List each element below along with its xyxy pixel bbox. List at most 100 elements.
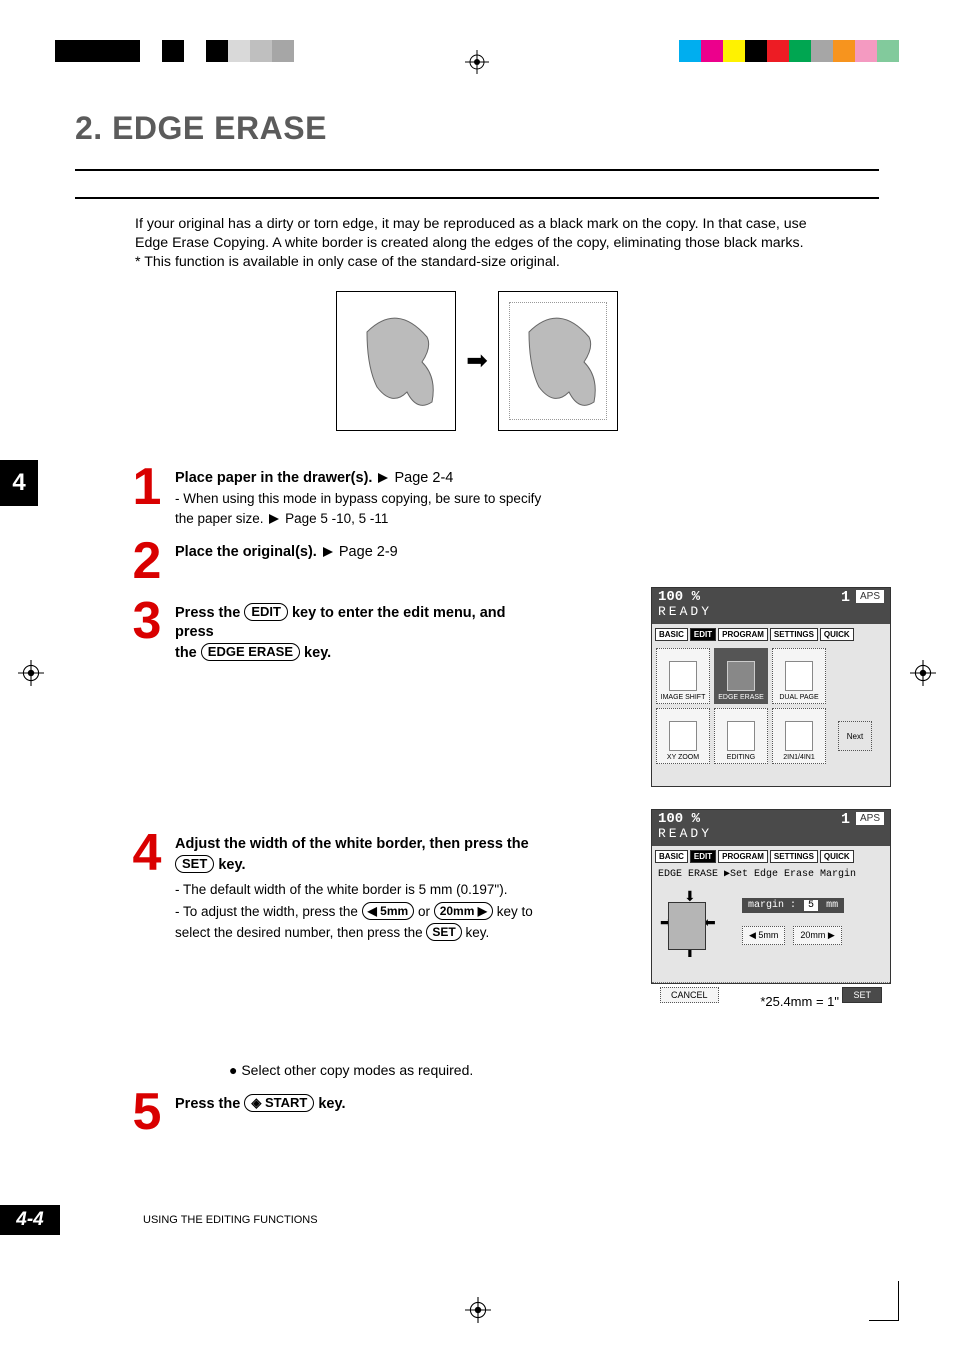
step-1: 1 Place paper in the drawer(s). Page 2-4…: [133, 469, 879, 529]
intro-line-2: Edge Erase Copying. A white border is cr…: [135, 234, 879, 253]
result-image-box: [498, 291, 618, 431]
margin-unit: mm: [826, 900, 838, 911]
color-square: [811, 40, 833, 62]
step-body: Press the EDIT key to enter the edit men…: [175, 603, 533, 664]
lcd-tab[interactable]: QUICK: [820, 850, 854, 863]
step-2: 2 Place the original(s). Page 2-9: [133, 543, 879, 585]
zoom-value: 100 %: [658, 811, 700, 827]
color-square: [855, 40, 877, 62]
lcd-tab[interactable]: EDIT: [690, 628, 716, 641]
alt-squares-left: [118, 40, 294, 62]
step-body: Press the ◈ START key.: [175, 1094, 879, 1115]
left-registration-mark: [18, 660, 44, 686]
margin-value: 5: [804, 900, 818, 911]
subtext: - To adjust the width, press the: [175, 904, 362, 919]
dec-button[interactable]: ◀ 5mm: [742, 926, 785, 945]
step-subline: - When using this mode in bypass copying…: [175, 490, 879, 508]
start-key: ◈ START: [244, 1094, 314, 1112]
lcd-function-button[interactable]: EDGE ERASE: [714, 648, 768, 704]
color-square: [679, 40, 701, 62]
step-heading: Place paper in the drawer(s).: [175, 470, 372, 486]
step-heading: Place the original(s).: [175, 544, 317, 560]
lcd-screen-2: APS 1 100 % READY BASICEDITPROGRAMSETTIN…: [651, 809, 891, 984]
color-square: [745, 40, 767, 62]
color-square: [877, 40, 899, 62]
crop-mark: [879, 1281, 899, 1321]
step-text: Press the: [175, 605, 244, 621]
step-number: 1: [125, 457, 169, 517]
edit-key: EDIT: [244, 603, 288, 621]
lcd-tab[interactable]: BASIC: [655, 628, 688, 641]
arrow-icon: ➡: [466, 345, 488, 376]
center-registration-mark: [465, 50, 489, 74]
steps-list: 1 Place paper in the drawer(s). Page 2-4…: [133, 469, 879, 1136]
page-number: 4-4: [0, 1205, 60, 1235]
button-label: EDITING: [727, 754, 755, 761]
color-square: [723, 40, 745, 62]
lcd-function-button[interactable]: XY ZOOM: [656, 708, 710, 764]
step-4: 4 Adjust the width of the white border, …: [133, 835, 533, 942]
step-number: 4: [125, 823, 169, 883]
bullet-note: ● Select other copy modes as required.: [229, 1062, 879, 1078]
registration-square: [250, 40, 272, 62]
step-3: 3 Press the EDIT key to enter the edit m…: [133, 603, 533, 664]
button-label: XY ZOOM: [667, 754, 699, 761]
lcd-function-button[interactable]: DUAL PAGE: [772, 648, 826, 704]
color-square: [833, 40, 855, 62]
zoom-value: 100 %: [658, 589, 700, 605]
step-number: 2: [125, 531, 169, 591]
edge-erase-key: EDGE ERASE: [201, 643, 300, 661]
color-squares-right: [679, 40, 899, 62]
dec-key: ◀ 5mm: [362, 902, 415, 920]
color-square: [767, 40, 789, 62]
lcd-tabs: BASICEDITPROGRAMSETTINGSQUICK: [652, 624, 890, 644]
lcd-tab[interactable]: PROGRAM: [718, 850, 768, 863]
lcd-screen-1: APS 1 100 % READY BASICEDITPROGRAMSETTIN…: [651, 587, 891, 787]
color-square: [789, 40, 811, 62]
lcd-tab[interactable]: BASIC: [655, 850, 688, 863]
step-5: 5 Press the ◈ START key.: [133, 1094, 879, 1136]
step-subline: - To adjust the width, press the ◀ 5mm o…: [175, 902, 533, 921]
illustration-row: ➡: [75, 291, 879, 431]
color-square: [701, 40, 723, 62]
next-button[interactable]: Next: [838, 721, 872, 751]
lcd-function-button[interactable]: IMAGE SHIFT: [656, 648, 710, 704]
intro-line-3: * This function is available in only cas…: [135, 253, 879, 272]
registration-square: [206, 40, 228, 62]
step-subline: select the desired number, then press th…: [175, 923, 533, 942]
step-text: Press the: [175, 1096, 244, 1112]
step-number: 5: [125, 1082, 169, 1142]
lcd-tab[interactable]: QUICK: [820, 628, 854, 641]
function-icon: [785, 661, 813, 691]
step-text: Adjust the width of the white border, th…: [175, 836, 529, 852]
cancel-button[interactable]: CANCEL: [660, 987, 719, 1003]
lcd-tab[interactable]: EDIT: [690, 850, 716, 863]
subtext: the paper size.: [175, 511, 267, 526]
lcd-tab[interactable]: SETTINGS: [770, 628, 818, 641]
button-label: DUAL PAGE: [779, 694, 818, 701]
lcd-button-grid: IMAGE SHIFTEDGE ERASE DUAL PAGE XY ZOOM EDI…: [652, 644, 890, 768]
ready-status: READY: [658, 604, 712, 619]
crop-mark: [869, 1320, 899, 1321]
margin-buttons: ◀ 5mm 20mm ▶: [742, 926, 842, 945]
inc-key: 20mm ▶: [434, 902, 493, 920]
lcd-tab[interactable]: PROGRAM: [718, 628, 768, 641]
aps-indicator: APS: [856, 590, 884, 603]
registration-square: [162, 40, 184, 62]
step-body: Place paper in the drawer(s). Page 2-4 -…: [175, 469, 879, 529]
step-text: key.: [214, 857, 245, 873]
margin-label: margin : 5 mm: [742, 898, 844, 913]
page-ref: Page 2-4: [395, 470, 454, 486]
lcd-function-button[interactable]: 2IN1/4IN1: [772, 708, 826, 764]
title-rule-2: [75, 197, 879, 199]
page-ref: Page 5 -10, 5 -11: [285, 511, 388, 526]
set-button[interactable]: SET: [842, 987, 882, 1003]
original-image-box: [336, 291, 456, 431]
lcd-tab[interactable]: SETTINGS: [770, 850, 818, 863]
function-icon: [669, 661, 697, 691]
page-ref: Page 2-9: [339, 544, 398, 560]
lcd-function-button[interactable]: EDITING: [714, 708, 768, 764]
inc-button[interactable]: 20mm ▶: [793, 926, 841, 945]
aps-indicator: APS: [856, 812, 884, 825]
copy-count: 1: [841, 812, 850, 829]
